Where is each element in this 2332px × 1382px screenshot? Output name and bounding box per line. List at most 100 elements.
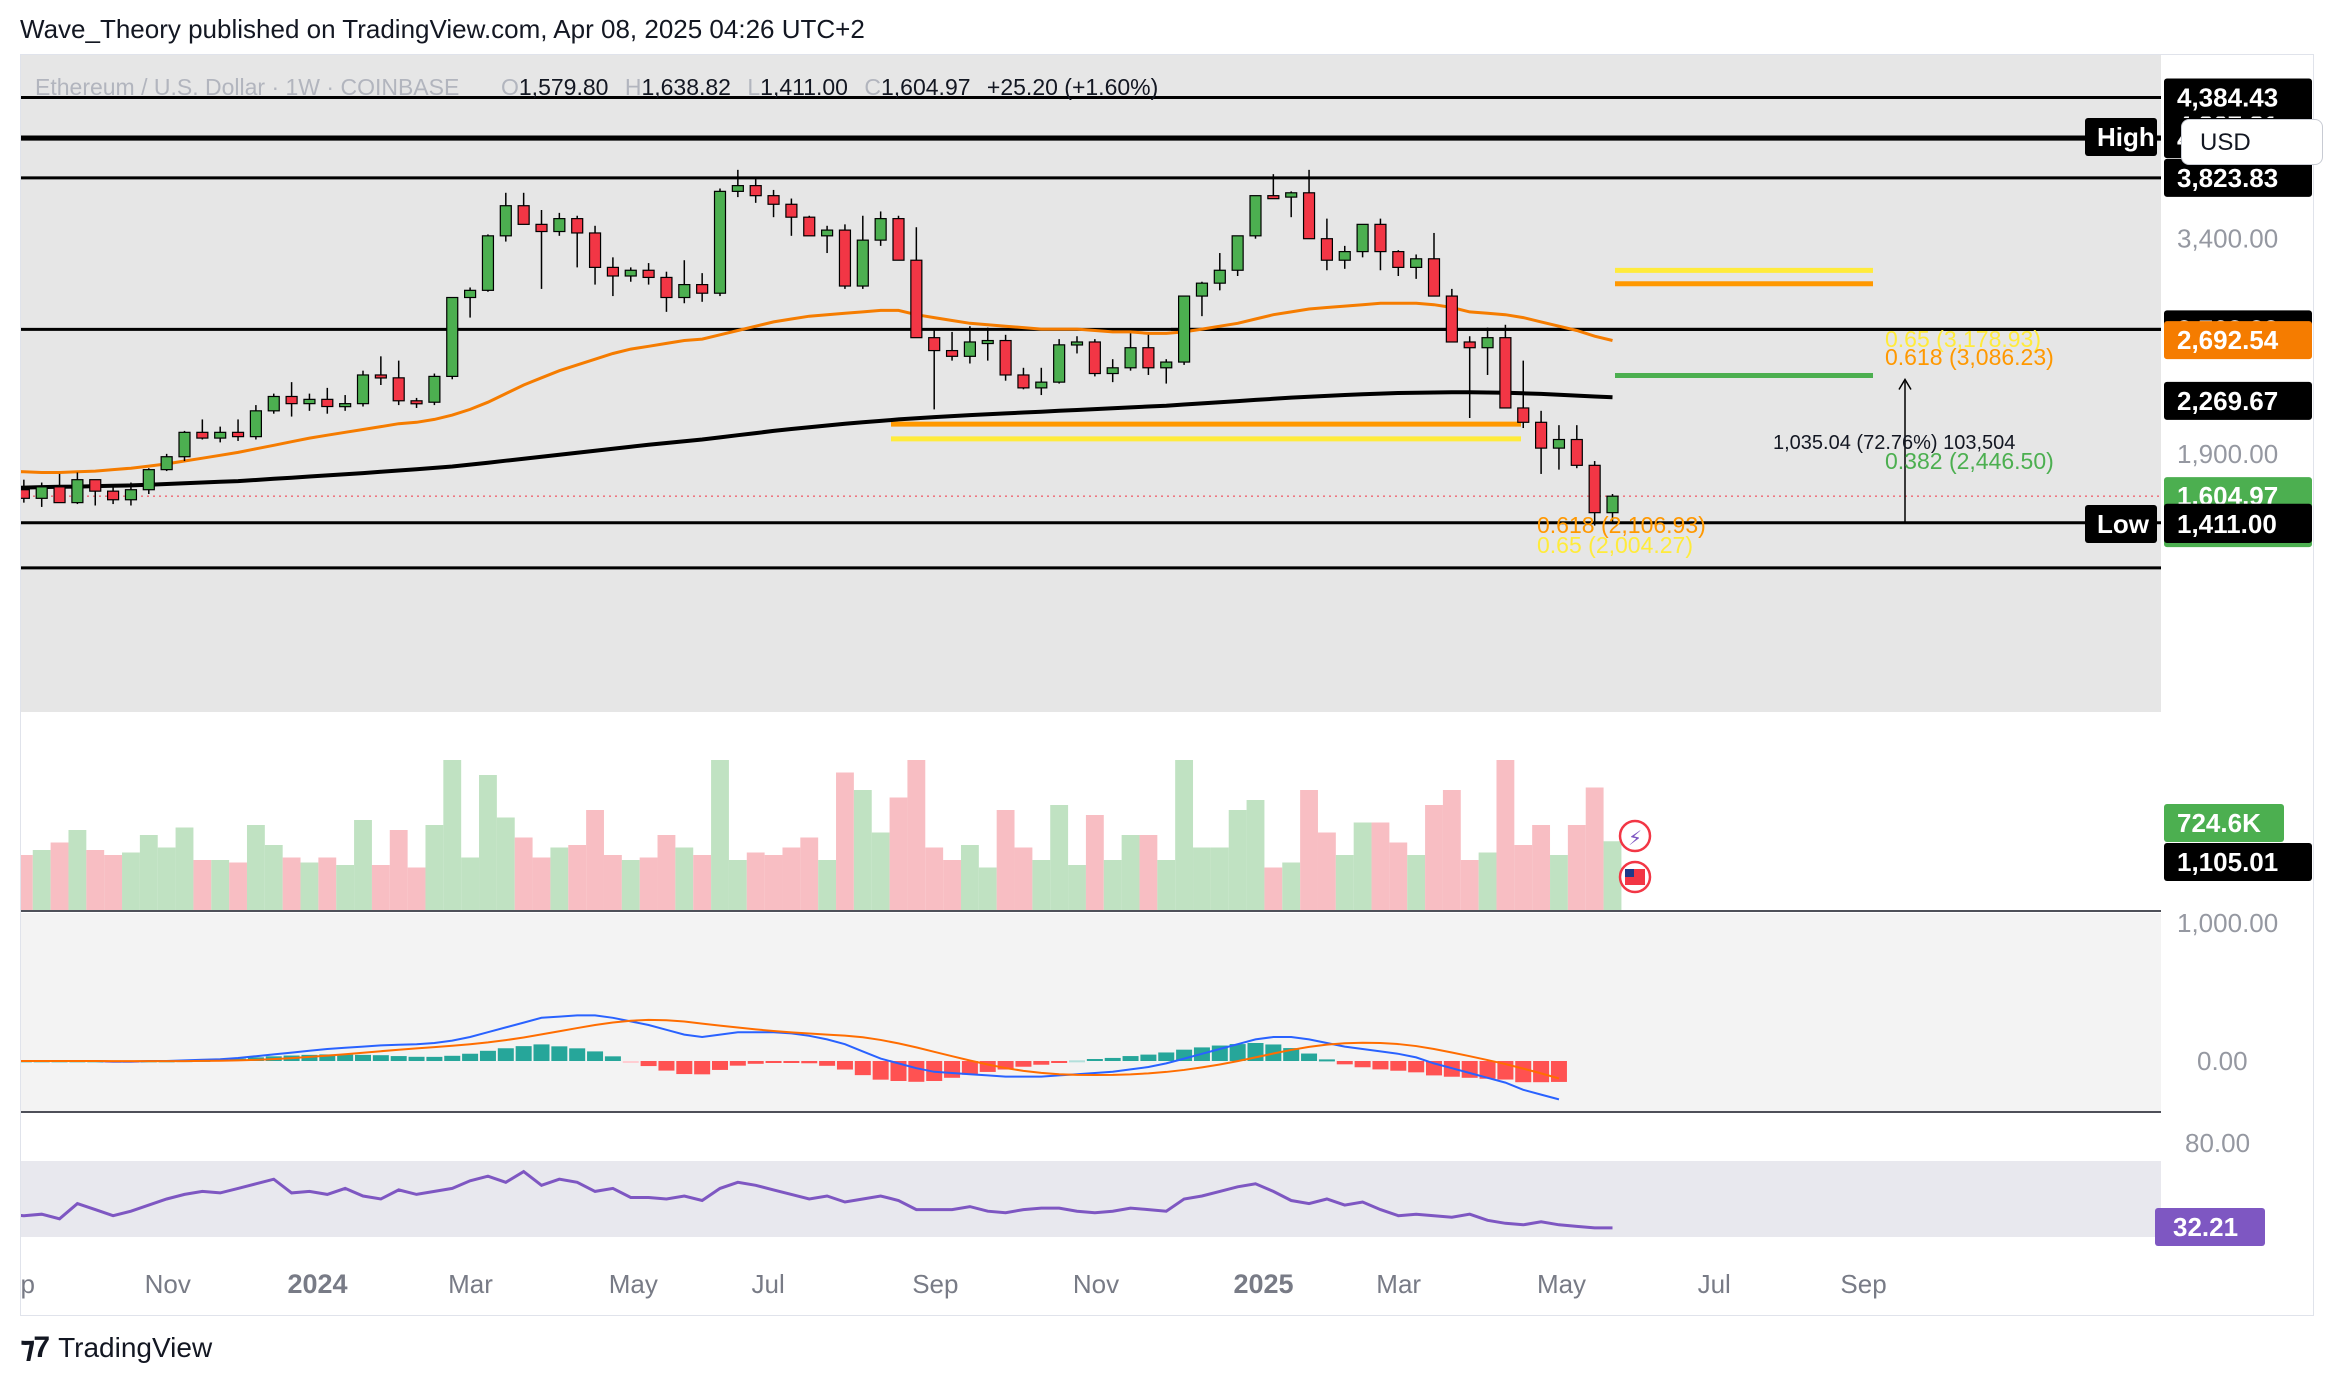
volume-bar: [657, 835, 676, 910]
volume-bar: [532, 857, 551, 910]
l-label: L: [747, 74, 760, 100]
macd-histogram-bar: [1069, 1060, 1085, 1063]
candle-body: [124, 489, 138, 501]
ohlc-legend: O1,579.80 H1,638.82 L1,411.00 C1,604.97 …: [501, 74, 1158, 100]
macd-signal-line: [21, 1018, 1560, 1080]
volume-bar: [853, 790, 872, 910]
volume-bar: [925, 847, 944, 910]
time-axis-tick: ep: [21, 1269, 35, 1299]
fib-lower-065-label: 0.65 (2,004.27): [1537, 532, 1693, 558]
macd-histogram-bar: [372, 1055, 389, 1061]
candle-body: [142, 469, 155, 491]
macd-histogram-bar: [1229, 1044, 1246, 1061]
time-axis-tick: 2025: [1234, 1269, 1294, 1299]
macd-histogram-bar: [1158, 1052, 1175, 1061]
moving-averages: [21, 301, 1613, 490]
time-axis-tick: Jul: [752, 1269, 785, 1299]
c-value: 1,604.97: [881, 74, 971, 100]
macd-histogram-bar: [694, 1061, 711, 1075]
candle-body: [803, 216, 816, 237]
macd-histogram-bar: [819, 1061, 836, 1066]
candle-body: [89, 479, 102, 492]
candle-body: [820, 229, 834, 237]
symbol-title[interactable]: Ethereum / U.S. Dollar · 1W · COINBASE: [35, 74, 459, 100]
macd-histogram-bar: [676, 1061, 693, 1075]
macd-histogram-bar: [908, 1061, 925, 1082]
candle-body: [481, 235, 495, 291]
candle-body: [1124, 347, 1137, 369]
volume-bar: [371, 865, 390, 910]
candle-body: [696, 283, 709, 294]
price-tag-text: 1,411.00: [2177, 509, 2277, 539]
l-value: 1,411.00: [760, 74, 848, 100]
macd-histogram-bar: [1390, 1061, 1407, 1071]
candle-body: [1249, 195, 1262, 237]
candle-body: [1534, 421, 1548, 449]
volume-bar: [1585, 787, 1604, 910]
volume-bar: [1317, 832, 1336, 910]
candle-body: [624, 269, 637, 277]
rsi-band: [21, 1161, 2161, 1237]
candle-body: [731, 185, 744, 192]
candle-body: [928, 337, 941, 352]
price-tag: [2164, 843, 2312, 881]
price-tag: [2164, 381, 2312, 420]
candle-body: [1570, 438, 1583, 466]
volume-bar: [1460, 860, 1479, 910]
candle-body: [356, 374, 370, 405]
chart-svg[interactable]: 4,867.814,384.434,109.00High4,093.883,82…: [21, 55, 2313, 1315]
time-axis-bg: [21, 1253, 2161, 1315]
candle-body: [1142, 347, 1155, 369]
macd-histogram-bar: [979, 1061, 996, 1072]
candle-body: [1374, 223, 1387, 253]
volume-bar: [764, 855, 783, 910]
lightning-icon[interactable]: [1618, 819, 1652, 853]
volume-bar: [21, 855, 33, 910]
volume-bar: [1068, 865, 1086, 910]
macd-histogram-bar: [533, 1044, 550, 1061]
candle-body: [767, 195, 780, 205]
price-tag-text: 3,823.83: [2177, 163, 2278, 193]
macd-histogram-bar: [587, 1051, 604, 1061]
macd-histogram-bar: [1122, 1056, 1139, 1061]
volume-bar: [193, 860, 212, 910]
macd-histogram-bar: [337, 1054, 354, 1061]
candle-body: [963, 341, 977, 357]
macd-layer: [21, 1014, 1567, 1101]
volume-bar: [1282, 862, 1301, 910]
macd-histogram-bar: [890, 1061, 907, 1081]
candle-body: [35, 486, 48, 499]
h-label: H: [625, 74, 642, 100]
fib-lower-0618-label: 0.618 (2,106.93): [1537, 512, 1706, 538]
chart-frame[interactable]: 4,867.814,384.434,109.00High4,093.883,82…: [20, 54, 2323, 1316]
volume-bar: [86, 850, 105, 910]
macd-histogram-bar: [658, 1061, 675, 1071]
candle-body: [517, 205, 530, 225]
macd-histogram-bar: [1140, 1054, 1157, 1061]
volume-bar: [514, 837, 533, 910]
time-axis[interactable]: ep Nov 2024 Mar May Jul Sep Nov 2025 Mar May Jul Sep: [21, 1253, 2161, 1315]
volume-bar: [157, 847, 176, 910]
volume-bar: [1193, 847, 1211, 910]
macd-histogram-bar: [836, 1061, 853, 1070]
volume-bar: [728, 860, 747, 910]
macd-pane[interactable]: [21, 913, 2161, 1111]
macd-histogram-bar: [1051, 1061, 1068, 1063]
time-axis-tick: May: [609, 1269, 658, 1299]
volume-bar: [1567, 825, 1586, 910]
candle-body: [446, 296, 459, 378]
volume-bar: [1442, 790, 1461, 910]
time-axis-tick: Mar: [1376, 1269, 1421, 1299]
candle-body: [1213, 269, 1226, 284]
macd-histogram-bar: [944, 1061, 961, 1078]
tradingview-logo[interactable]: ⁊7 TradingView: [20, 1330, 212, 1365]
macd-histogram-bar: [1104, 1057, 1121, 1061]
candle-body: [321, 398, 334, 408]
candle-body: [1499, 337, 1512, 409]
volume-bar: [978, 867, 997, 910]
price-tag: [2164, 158, 2312, 197]
ma-line-ema-50: [21, 301, 1613, 474]
currency-select[interactable]: USD: [2181, 119, 2323, 165]
price-tag-text: 4,384.43: [2177, 82, 2278, 112]
price-axis-tick: 1,900.00: [2177, 439, 2278, 469]
